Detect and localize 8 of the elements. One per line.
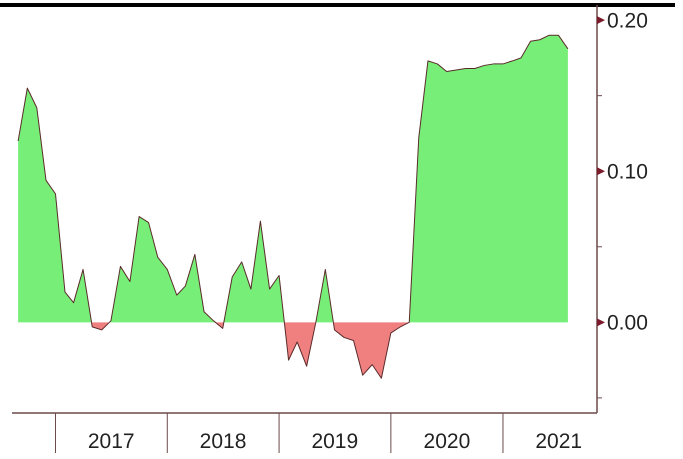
- x-tick-label: 2021: [535, 430, 582, 453]
- y-tick-label: 0.00: [607, 312, 648, 335]
- y-tick-label: 0.10: [607, 160, 648, 184]
- y-tick-label: 0.20: [607, 9, 648, 32]
- x-tick-label: 2019: [311, 430, 358, 453]
- x-tick-label: 2020: [424, 430, 470, 453]
- x-tick-label: 2018: [200, 430, 246, 453]
- x-tick-label: 2017: [88, 430, 135, 453]
